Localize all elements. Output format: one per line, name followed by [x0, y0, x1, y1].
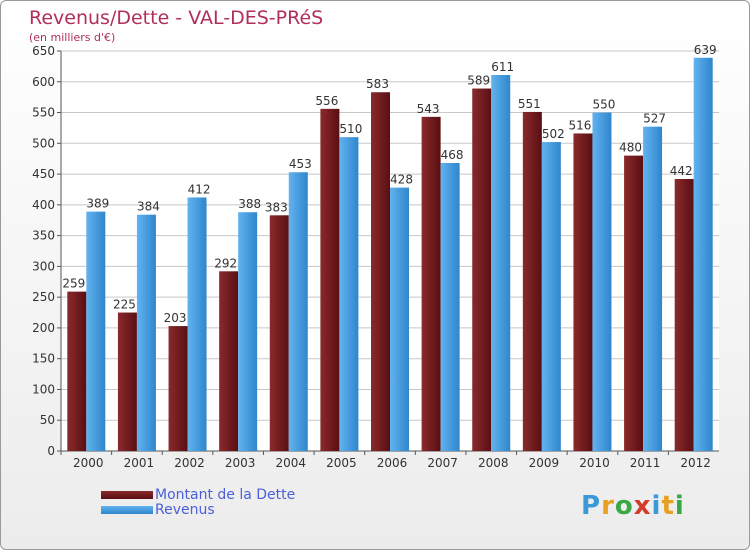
bar-dette: [472, 88, 492, 452]
data-label-revenus: 384: [137, 200, 160, 214]
legend-label-dette: Montant de la Dette: [155, 486, 296, 503]
x-tick-label: 2012: [680, 456, 711, 470]
data-label-dette: 551: [518, 97, 541, 111]
bar-dette: [117, 312, 137, 451]
y-tick-label: 650: [32, 44, 55, 58]
legend-item-revenus: Revenus: [101, 501, 295, 518]
bar-revenus: [592, 112, 612, 452]
chart-subtitle: (en milliers d'€): [29, 31, 116, 44]
data-label-revenus: 502: [542, 127, 565, 141]
bar-dette: [522, 111, 542, 451]
x-tick-label: 2009: [529, 456, 560, 470]
x-tick-label: 2011: [630, 456, 661, 470]
data-label-dette: 516: [569, 118, 592, 132]
y-tick-label: 500: [32, 136, 55, 150]
legend-item-dette: Montant de la Dette: [101, 486, 296, 503]
y-tick-label: 400: [32, 198, 55, 212]
y-tick-label: 300: [32, 259, 55, 273]
x-tick-label: 2002: [174, 456, 205, 470]
data-label-dette: 583: [366, 77, 389, 91]
bar-revenus: [86, 211, 106, 451]
bar-dette: [67, 291, 87, 451]
data-label-dette: 480: [619, 141, 642, 155]
bar-revenus: [238, 212, 258, 451]
x-tick-label: 2003: [225, 456, 256, 470]
data-label-revenus: 468: [441, 148, 464, 162]
legend-label-revenus: Revenus: [155, 501, 215, 518]
logo-letter: r: [601, 491, 615, 521]
data-label-revenus: 611: [491, 60, 514, 74]
y-tick-label: 0: [47, 444, 55, 458]
y-tick-label: 600: [32, 75, 55, 89]
logo-letter: i: [651, 491, 662, 521]
bar-revenus: [541, 142, 561, 452]
y-tick-label: 450: [32, 167, 55, 181]
bar-revenus: [187, 197, 207, 451]
legend-swatch-revenus: [101, 505, 153, 514]
data-label-dette: 259: [62, 277, 85, 291]
logo-letter: i: [674, 491, 685, 521]
chart-title: Revenus/Dette - VAL-DES-PRéS: [29, 7, 324, 29]
logo-letter: P: [581, 491, 602, 521]
x-tick-label: 2006: [377, 456, 408, 470]
data-label-dette: 225: [113, 298, 136, 312]
bar-dette: [371, 92, 390, 451]
data-label-dette: 543: [417, 102, 440, 116]
x-tick-label: 2010: [579, 456, 610, 470]
bar-revenus: [693, 57, 713, 452]
data-label-dette: 383: [265, 200, 288, 214]
data-label-revenus: 550: [593, 98, 616, 112]
y-tick-label: 200: [32, 321, 55, 335]
legend: Montant de la Dette Revenus: [101, 486, 296, 518]
data-label-dette: 442: [670, 164, 693, 178]
data-label-dette: 292: [214, 256, 237, 270]
bar-revenus: [136, 214, 156, 451]
x-tick-label: 2004: [275, 456, 306, 470]
data-label-revenus: 510: [339, 122, 362, 136]
bar-dette: [421, 116, 441, 451]
bar-dette: [219, 271, 239, 451]
bar-revenus: [491, 75, 511, 451]
x-tick-label: 2000: [73, 456, 104, 470]
data-label-revenus: 388: [238, 197, 261, 211]
data-label-dette: 589: [467, 74, 490, 88]
y-tick-label: 250: [32, 290, 55, 304]
legend-swatch-dette: [101, 490, 153, 499]
data-label-dette: 203: [164, 311, 187, 325]
bar-revenus: [643, 126, 663, 451]
bar-revenus: [440, 163, 460, 451]
y-tick-label: 150: [32, 352, 55, 366]
y-tick-label: 100: [32, 382, 55, 396]
y-tick-label: 550: [32, 106, 55, 120]
bar-dette: [674, 179, 694, 451]
data-label-revenus: 412: [188, 182, 211, 196]
bar-dette: [269, 215, 289, 451]
x-tick-label: 2001: [124, 456, 155, 470]
bar-dette: [624, 155, 644, 451]
bar-dette: [168, 326, 188, 451]
data-label-revenus: 428: [390, 173, 413, 187]
y-tick-label: 50: [40, 413, 55, 427]
bar-revenus: [288, 172, 308, 451]
logo-letter: o: [614, 491, 634, 521]
data-label-revenus: 639: [694, 43, 717, 57]
x-tick-label: 2005: [326, 456, 357, 470]
bar-dette: [320, 108, 340, 451]
bar-revenus: [390, 187, 409, 451]
data-label-revenus: 453: [289, 157, 312, 171]
y-tick-label: 350: [32, 229, 55, 243]
logo-letter: x: [633, 491, 652, 521]
x-tick-label: 2007: [427, 456, 458, 470]
bar-revenus: [339, 137, 359, 451]
bar-dette: [573, 133, 593, 451]
proxiti-logo: Proxiti: [581, 491, 685, 521]
x-tick-label: 2008: [478, 456, 509, 470]
logo-letter: t: [661, 491, 675, 521]
data-label-revenus: 389: [86, 197, 109, 211]
data-label-dette: 556: [315, 94, 338, 108]
data-label-revenus: 527: [643, 112, 666, 126]
